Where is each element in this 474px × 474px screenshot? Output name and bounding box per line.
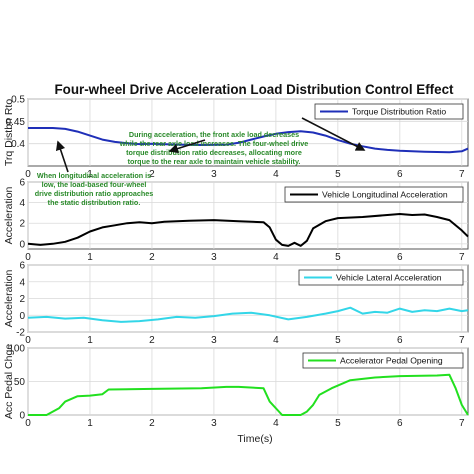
legend-label: Accelerator Pedal Opening bbox=[340, 356, 443, 366]
x-tick-label: 4 bbox=[273, 252, 279, 263]
x-tick-label: 3 bbox=[211, 418, 217, 429]
x-tick-label: 4 bbox=[273, 335, 279, 346]
legend: Vehicle Longitudinal Acceleration bbox=[284, 186, 464, 203]
x-tick-label: 6 bbox=[397, 169, 403, 180]
y-tick-label: 6 bbox=[19, 261, 25, 272]
annotation-line: torque to the rear axle to maintain vehi… bbox=[128, 157, 301, 166]
x-tick-label: 0 bbox=[25, 169, 31, 180]
x-axis-label: Time(s) bbox=[237, 433, 272, 445]
annotation-line: while the rear axle load increases. The … bbox=[119, 139, 309, 148]
annotation-arrow bbox=[55, 140, 69, 173]
y-tick-label: 4 bbox=[19, 198, 25, 209]
x-tick-label: 5 bbox=[335, 335, 341, 346]
y-tick-label: 6 bbox=[19, 178, 25, 189]
legend: Accelerator Pedal Opening bbox=[302, 352, 464, 369]
y-tick-label: 100 bbox=[8, 344, 25, 355]
annotation-low-accel: When longitudinal acceleration is low, th… bbox=[35, 171, 154, 207]
legend-box bbox=[298, 269, 464, 286]
legend-label: Torque Distribution Ratio bbox=[352, 107, 446, 117]
x-tick-label: 6 bbox=[397, 418, 403, 429]
series-line bbox=[28, 127, 469, 154]
x-tick-label: 1 bbox=[87, 418, 93, 429]
x-tick-label: 0 bbox=[25, 252, 31, 263]
x-tick-label: 0 bbox=[25, 335, 31, 346]
x-tick-label: 4 bbox=[273, 418, 279, 429]
x-tick-label: 7 bbox=[459, 335, 465, 346]
x-tick-label: 5 bbox=[335, 418, 341, 429]
legend-box bbox=[314, 103, 464, 120]
y-tick-label: 2 bbox=[19, 219, 25, 230]
y-tick-label: 0 bbox=[19, 311, 25, 322]
x-tick-label: 3 bbox=[211, 252, 217, 263]
annotation-line: drive distribution ratio approaches bbox=[35, 189, 154, 198]
x-tick-label: 4 bbox=[273, 169, 279, 180]
y-tick-label: 2 bbox=[19, 294, 25, 305]
x-tick-label: 2 bbox=[149, 169, 155, 180]
figure-title: Four-wheel Drive Acceleration Load Distr… bbox=[54, 82, 454, 97]
x-tick-label: 1 bbox=[87, 335, 93, 346]
x-tick-label: 2 bbox=[149, 252, 155, 263]
y-axis-label: Acc Pedal Chge bbox=[3, 344, 15, 419]
y-axis-label: Trq Distbn Rto bbox=[3, 99, 15, 166]
legend-box bbox=[302, 352, 464, 369]
legend-label: Vehicle Lateral Acceleration bbox=[336, 273, 442, 283]
x-tick-label: 1 bbox=[87, 252, 93, 263]
legend-box bbox=[284, 186, 464, 203]
x-tick-label: 5 bbox=[335, 169, 341, 180]
annotation-rear-load: During acceleration, the front axle load… bbox=[119, 130, 309, 166]
annotation-arrow bbox=[168, 139, 206, 154]
y-tick-label: 0.4 bbox=[11, 139, 25, 150]
legend-label: Vehicle Longitudinal Acceleration bbox=[322, 190, 448, 200]
series-line bbox=[27, 306, 469, 323]
y-tick-label: 4 bbox=[19, 277, 25, 288]
annotations: During acceleration, the front axle load… bbox=[35, 117, 366, 207]
x-tick-label: 7 bbox=[459, 252, 465, 263]
annotation-arrow bbox=[301, 117, 366, 151]
series-line bbox=[27, 213, 469, 247]
annotation-line: During acceleration, the front axle load… bbox=[129, 130, 299, 139]
y-axis-label: Acceleration bbox=[3, 186, 15, 244]
y-tick-label: 50 bbox=[14, 377, 26, 388]
x-tick-label: 5 bbox=[335, 252, 341, 263]
x-tick-label: 6 bbox=[397, 252, 403, 263]
y-axis-label: Acceleration bbox=[3, 269, 15, 327]
x-tick-label: 6 bbox=[397, 335, 403, 346]
annotation-line: When longitudinal acceleration is bbox=[37, 171, 151, 180]
series-line bbox=[28, 373, 469, 416]
panel-longitudinal-acceleration: 0 1 2 3 4 5 6 7 0 2 4 6 Acceleration Vehicle Longitud… bbox=[3, 178, 469, 263]
x-tick-label: 3 bbox=[211, 169, 217, 180]
x-tick-label: 2 bbox=[149, 418, 155, 429]
x-tick-label: 2 bbox=[149, 335, 155, 346]
annotation-line: low, the load-based four-wheel bbox=[42, 180, 147, 189]
legend: Torque Distribution Ratio bbox=[314, 103, 464, 120]
y-tick-label: -2 bbox=[16, 328, 25, 339]
x-tick-label: 1 bbox=[87, 169, 93, 180]
annotation-line: torque distribution ratio decreases, all… bbox=[126, 148, 302, 157]
y-tick-label: 0 bbox=[19, 411, 25, 422]
legend: Vehicle Lateral Acceleration bbox=[298, 269, 464, 286]
y-tick-label: 0.5 bbox=[11, 95, 25, 106]
annotation-line: the static distribution ratio. bbox=[48, 198, 141, 207]
x-tick-label: 3 bbox=[211, 335, 217, 346]
x-tick-label: 7 bbox=[459, 169, 465, 180]
x-tick-label: 7 bbox=[459, 418, 465, 429]
y-tick-label: 0 bbox=[19, 239, 25, 250]
x-tick-label: 0 bbox=[25, 418, 31, 429]
y-tick-label: 0.45 bbox=[6, 117, 26, 128]
